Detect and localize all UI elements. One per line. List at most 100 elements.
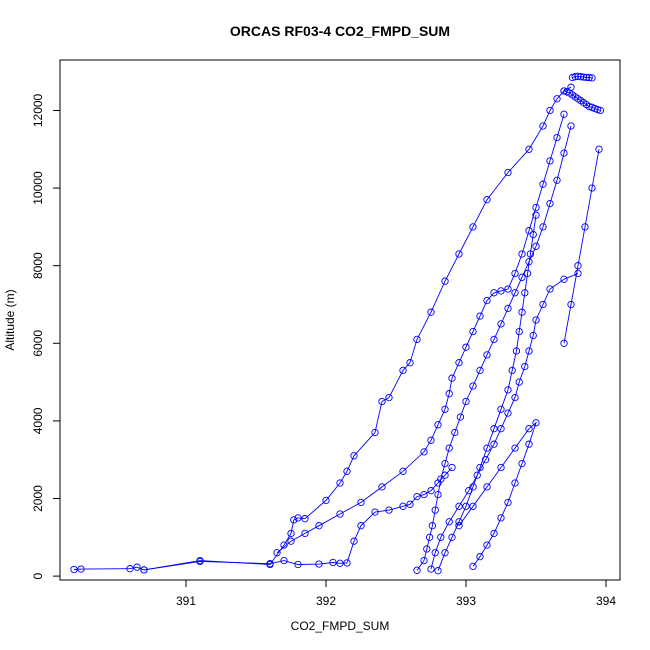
- data-point: [425, 533, 434, 541]
- data-point: [476, 312, 484, 320]
- data-point: [280, 556, 288, 565]
- data-point: [521, 289, 529, 297]
- data-point: [568, 73, 577, 82]
- data-point: [294, 560, 302, 569]
- data-point: [539, 223, 547, 231]
- y-tick-label: 4000: [31, 407, 45, 434]
- data-point: [336, 559, 344, 567]
- data-point: [441, 459, 449, 468]
- data-point: [490, 529, 498, 538]
- data-point: [567, 122, 575, 130]
- data-point: [581, 223, 589, 231]
- data-point: [539, 122, 547, 130]
- data-point: [504, 498, 512, 507]
- data-point: [420, 490, 428, 499]
- data-point: [526, 250, 535, 258]
- x-tick-label: 394: [596, 594, 616, 608]
- x-tick-label: 393: [456, 594, 476, 608]
- data-point: [483, 351, 491, 359]
- data-point: [357, 498, 365, 507]
- data-point: [546, 199, 554, 208]
- data-point: [448, 533, 456, 541]
- data-point: [518, 459, 526, 468]
- data-point: [70, 565, 78, 574]
- data-point: [462, 502, 470, 510]
- data-point: [428, 522, 437, 530]
- data-point: [445, 444, 453, 452]
- series-line: [458, 421, 537, 567]
- data-point: [133, 563, 141, 571]
- data-point: [455, 522, 463, 530]
- data-point: [434, 567, 442, 575]
- data-point: [378, 483, 386, 491]
- data-point: [525, 425, 533, 433]
- data-point: [529, 230, 537, 239]
- data-point: [539, 180, 547, 188]
- data-point: [596, 106, 605, 115]
- y-axis: 0 2000 4000 6000 8000 10000 12000: [31, 93, 61, 579]
- data-point: [504, 409, 512, 417]
- data-point: [546, 285, 554, 293]
- data-point: [512, 347, 521, 355]
- data-point: [399, 366, 407, 375]
- data-point: [371, 428, 379, 437]
- data-point: [560, 339, 568, 347]
- data-point: [294, 514, 302, 522]
- data-point: [126, 565, 134, 573]
- data-point: [518, 308, 526, 316]
- data-point: [532, 242, 540, 250]
- y-tick-label: 10000: [31, 171, 45, 205]
- data-point: [497, 320, 505, 328]
- y-tick-label: 6000: [31, 330, 45, 357]
- data-point: [574, 262, 582, 270]
- data-point: [546, 106, 554, 115]
- series-line: [143, 467, 453, 571]
- data-point: [521, 362, 529, 371]
- x-tick-label: 391: [176, 594, 196, 608]
- data-point: [469, 327, 477, 336]
- data-point: [497, 287, 505, 295]
- data-point: [529, 331, 537, 340]
- data-point: [287, 537, 295, 545]
- series-line: [430, 272, 579, 570]
- data-point: [406, 500, 414, 508]
- data-point: [266, 560, 274, 568]
- x-axis: 391 392 393 394: [176, 579, 616, 608]
- data-point: [588, 184, 596, 192]
- y-tick-label: 8000: [31, 252, 45, 279]
- series-line: [563, 149, 600, 344]
- data-point: [574, 269, 582, 278]
- data-point: [434, 490, 442, 499]
- data-point: [456, 413, 465, 421]
- y-tick-label: 12000: [31, 93, 45, 127]
- data-point: [437, 533, 445, 541]
- data-point: [469, 502, 477, 510]
- data-point: [441, 277, 449, 285]
- data-point: [593, 106, 602, 114]
- data-point: [413, 335, 421, 344]
- data-point: [574, 72, 582, 80]
- data-point: [525, 440, 533, 448]
- data-point: [322, 496, 330, 505]
- data-point: [427, 436, 435, 444]
- data-point: [455, 502, 463, 510]
- data-point: [523, 269, 532, 278]
- data-point: [497, 425, 505, 433]
- data-point: [476, 463, 484, 472]
- data-point: [441, 549, 449, 557]
- data-point: [455, 359, 463, 367]
- data-point: [504, 168, 512, 177]
- data-point: [582, 73, 591, 82]
- data-point: [511, 444, 519, 452]
- data-point: [140, 566, 148, 574]
- data-point: [588, 74, 596, 82]
- y-axis-label: Altitude (m): [3, 289, 17, 350]
- data-point: [350, 452, 358, 460]
- data-point: [595, 145, 603, 153]
- data-point: [378, 397, 386, 406]
- series-layer: [70, 72, 605, 575]
- data-point: [515, 378, 523, 386]
- data-point: [371, 508, 379, 516]
- data-point: [469, 562, 477, 571]
